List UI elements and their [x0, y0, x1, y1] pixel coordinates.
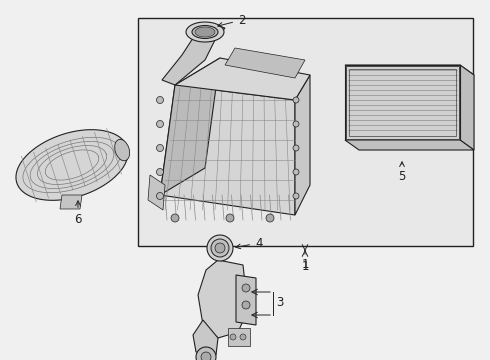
Circle shape	[226, 214, 234, 222]
Polygon shape	[175, 58, 310, 100]
Polygon shape	[160, 85, 295, 215]
Circle shape	[293, 145, 299, 151]
Circle shape	[215, 243, 225, 253]
Ellipse shape	[192, 26, 218, 39]
Polygon shape	[160, 58, 220, 195]
Circle shape	[230, 334, 236, 340]
Circle shape	[293, 193, 299, 199]
Circle shape	[156, 121, 164, 127]
Polygon shape	[295, 75, 310, 215]
Ellipse shape	[195, 27, 215, 37]
Text: 5: 5	[398, 162, 406, 183]
Ellipse shape	[115, 139, 130, 161]
Circle shape	[156, 96, 164, 104]
Polygon shape	[162, 25, 225, 85]
Circle shape	[156, 193, 164, 199]
Circle shape	[293, 169, 299, 175]
Bar	[349, 69, 456, 136]
Circle shape	[196, 347, 216, 360]
Polygon shape	[236, 275, 256, 325]
Circle shape	[266, 214, 274, 222]
Polygon shape	[460, 65, 474, 150]
Ellipse shape	[186, 22, 224, 42]
Circle shape	[242, 284, 250, 292]
Circle shape	[293, 121, 299, 127]
Text: 1: 1	[301, 258, 309, 271]
Text: 2: 2	[218, 14, 245, 27]
Polygon shape	[148, 175, 165, 210]
Circle shape	[171, 214, 179, 222]
Text: 6: 6	[74, 201, 82, 226]
Circle shape	[242, 301, 250, 309]
Bar	[228, 328, 250, 346]
Polygon shape	[345, 65, 474, 75]
Text: 1: 1	[301, 260, 309, 273]
Bar	[345, 65, 460, 140]
Circle shape	[211, 239, 229, 257]
Text: 4: 4	[236, 237, 263, 249]
Circle shape	[156, 168, 164, 176]
Text: 3: 3	[276, 297, 283, 310]
Circle shape	[156, 144, 164, 152]
Circle shape	[207, 235, 233, 261]
Circle shape	[293, 97, 299, 103]
Polygon shape	[16, 130, 128, 200]
Circle shape	[240, 334, 246, 340]
Polygon shape	[193, 320, 218, 355]
Polygon shape	[225, 48, 305, 78]
Polygon shape	[198, 260, 248, 338]
Bar	[346, 66, 459, 139]
Polygon shape	[60, 195, 82, 209]
Circle shape	[201, 352, 211, 360]
Polygon shape	[345, 140, 474, 150]
Bar	[138, 18, 473, 246]
